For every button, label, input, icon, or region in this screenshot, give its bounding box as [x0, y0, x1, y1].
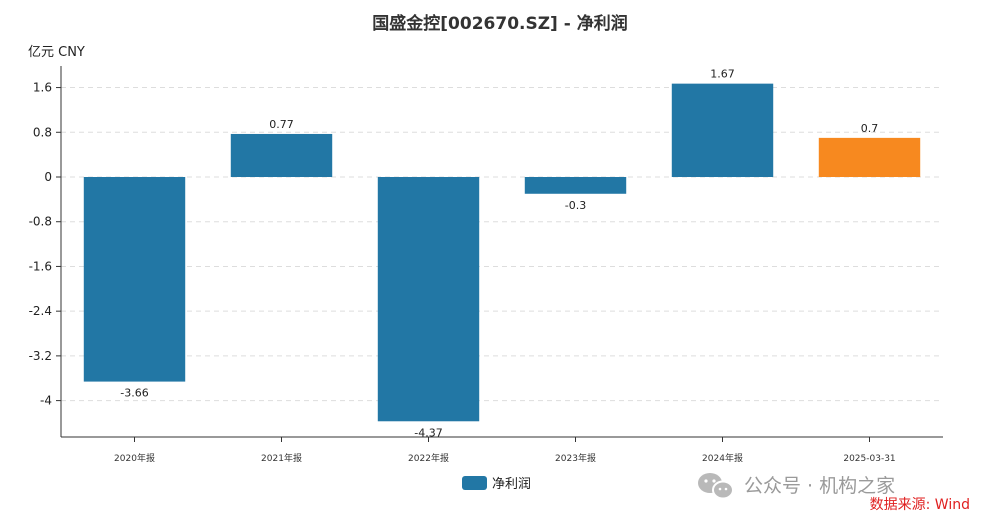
y-tick-label: -2.4	[29, 304, 52, 318]
x-tick-label: 2020年报	[114, 452, 155, 464]
watermark: 公众号 · 机构之家	[698, 473, 895, 500]
y-tick-label: 1.6	[33, 81, 52, 95]
bar[interactable]	[524, 177, 627, 194]
y-tick-label: 0	[44, 170, 52, 184]
bar[interactable]	[818, 137, 921, 177]
data-label: 0.77	[269, 118, 294, 131]
watermark-text: 公众号 · 机构之家	[744, 475, 895, 497]
wechat-icon	[698, 473, 734, 500]
y-tick-label: -3.2	[29, 349, 52, 363]
bar[interactable]	[83, 177, 186, 382]
y-tick-label: 0.8	[33, 125, 52, 139]
bars	[83, 83, 921, 422]
data-label: 1.67	[710, 68, 735, 81]
legend-swatch[interactable]	[462, 476, 487, 490]
data-labels: -3.66 0.77 -4.37 -0.3 1.67 0.7	[120, 68, 878, 440]
bar[interactable]	[377, 177, 480, 422]
grid-lines	[61, 87, 943, 402]
y-tick-label: -4	[40, 394, 52, 408]
data-label: -4.37	[414, 426, 442, 439]
axes: 1.6 0.8 0 -0.8 -1.6 -2.4 -3.2 -4 2020年报 2021年报 202…	[29, 66, 943, 464]
data-label: -0.3	[565, 199, 586, 212]
y-tick-label: -0.8	[29, 215, 52, 229]
bar[interactable]	[671, 83, 774, 177]
y-tick-label: -1.6	[29, 259, 52, 273]
y-axis-unit-label: 亿元 CNY	[28, 45, 85, 60]
data-label: -3.66	[120, 387, 148, 400]
bar[interactable]	[230, 133, 333, 177]
source-label: 数据来源: Wind	[870, 497, 970, 513]
legend[interactable]: 净利润	[462, 476, 531, 492]
data-label: 0.7	[861, 122, 879, 135]
x-tick-label: 2022年报	[408, 452, 449, 464]
x-tick-label: 2023年报	[555, 452, 596, 464]
x-tick-label: 2024年报	[702, 452, 743, 464]
x-tick-label: 2025-03-31	[843, 454, 895, 464]
x-tick-label: 2021年报	[261, 452, 302, 464]
chart-title: 国盛金控[002670.SZ] - 净利润	[372, 13, 627, 34]
legend-label[interactable]: 净利润	[492, 477, 531, 492]
